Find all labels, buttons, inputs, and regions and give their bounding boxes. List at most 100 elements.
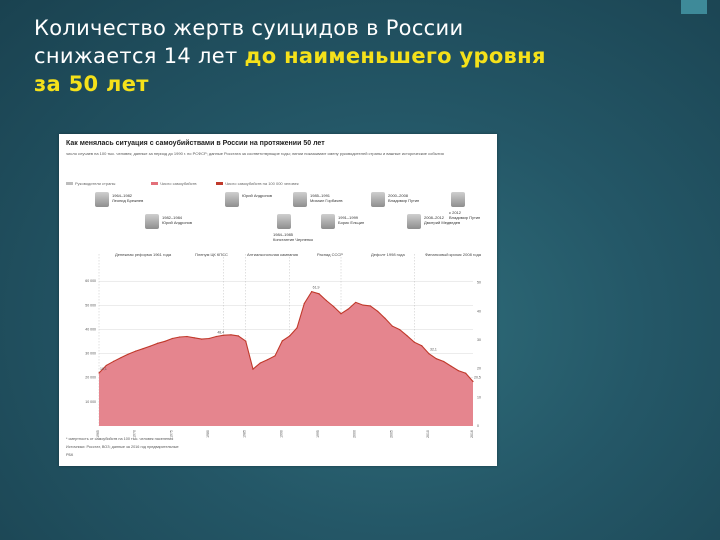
- title-line-3: за 50 лет: [34, 72, 149, 96]
- event-label: Антиалкогольная кампания: [247, 252, 298, 257]
- data-point: [384, 317, 386, 319]
- value-annotation: 32,1: [430, 348, 437, 352]
- y-tick-label: 10 000: [85, 400, 96, 404]
- data-point: [164, 340, 166, 342]
- data-point: [472, 380, 474, 383]
- x-tick-label: 1975: [169, 430, 173, 438]
- leader-photo: [145, 214, 159, 229]
- y-tick-label: 40 000: [85, 327, 96, 331]
- leader-photo: [293, 192, 307, 207]
- data-point: [325, 299, 327, 302]
- data-point: [237, 335, 239, 337]
- data-point: [201, 338, 203, 340]
- title-line-1: Количество жертв суицидов в России: [34, 16, 464, 40]
- data-point: [98, 372, 100, 374]
- data-point: [421, 345, 423, 347]
- y-axis-right: 0 10 20 30 40 50: [477, 281, 481, 428]
- chart-points: [98, 290, 474, 383]
- legend-item-suicides: Число самоубийств: [151, 181, 197, 186]
- data-point: [120, 357, 122, 359]
- data-point: [135, 350, 137, 352]
- event-label: Дефолт 1998 года: [371, 252, 405, 257]
- data-point: [230, 334, 232, 336]
- data-point: [274, 355, 276, 357]
- event-label: Денежная реформа 1961 года: [115, 252, 172, 257]
- value-annotation: 19,1: [100, 367, 107, 371]
- leader-photo: [277, 214, 291, 229]
- x-tick-label: 2005: [389, 430, 393, 438]
- data-point: [252, 368, 254, 370]
- suicide-area-chart: 10 000 20 000 30 000 40 000 50 000 60 000 0 10…: [85, 254, 481, 438]
- y-tick-label: 30: [477, 338, 481, 342]
- data-point: [208, 337, 210, 340]
- event-label: Пленум ЦК КПСС: [195, 252, 228, 257]
- data-point: [142, 348, 144, 350]
- data-point: [289, 335, 291, 337]
- leader-photo: [371, 192, 385, 207]
- x-tick-label: 2000: [353, 430, 357, 438]
- data-point: [391, 325, 393, 327]
- y-tick-label: 30 000: [85, 352, 96, 356]
- leader-photo: [407, 214, 421, 229]
- figure-legend: Руководители страны Число самоубийств Чи…: [66, 181, 486, 189]
- data-point: [450, 365, 452, 367]
- data-point: [377, 310, 379, 312]
- data-point: [443, 360, 445, 363]
- footnote: Источники: Росстат, ВОЗ; данные за 2016 …: [66, 445, 179, 449]
- data-point: [369, 305, 371, 307]
- x-tick-label: 1995: [316, 430, 320, 438]
- data-point: [457, 370, 459, 372]
- y-tick-label: 20 000: [85, 376, 96, 380]
- data-point: [157, 342, 159, 344]
- slide-title: Количество жертв суицидов в России снижа…: [34, 14, 634, 98]
- data-point: [406, 335, 408, 337]
- value-annotation: 61,9: [313, 286, 320, 290]
- data-point: [333, 305, 335, 308]
- data-point: [362, 304, 364, 306]
- data-point: [296, 327, 298, 329]
- x-tick-label: 1985: [243, 430, 247, 438]
- data-point: [245, 340, 247, 342]
- data-point: [465, 372, 467, 374]
- infographic-figure: Как менялась ситуация с самоубийствами в…: [59, 134, 497, 466]
- leader-photo: [95, 192, 109, 207]
- leader-photo: [451, 192, 465, 207]
- data-point: [127, 353, 129, 355]
- data-point: [399, 328, 401, 331]
- data-point: [428, 353, 430, 355]
- data-point: [113, 360, 115, 362]
- y-tick-label: 0: [477, 424, 479, 428]
- y-axis-left: 10 000 20 000 30 000 40 000 50 000 60 000: [85, 279, 96, 404]
- data-point: [223, 334, 225, 336]
- x-tick-label: 1980: [206, 430, 210, 438]
- chart-series-line: [98, 290, 474, 382]
- data-point: [259, 362, 261, 364]
- data-point: [215, 335, 217, 338]
- legend-item-rate: Число самоубийств на 100 000 человек: [216, 181, 299, 186]
- value-annotation: 20,5: [474, 375, 481, 379]
- value-annotation: 48,4: [217, 331, 224, 335]
- data-point: [347, 308, 349, 310]
- data-point: [267, 358, 269, 361]
- footnote: * смертность от самоубийств на 100 тыс. …: [66, 437, 174, 441]
- data-point: [318, 293, 320, 295]
- leader-photo: [225, 192, 239, 207]
- chart-annotations: 61,9 48,4 20,5 32,1 19,1: [100, 286, 481, 380]
- data-point: [186, 335, 188, 338]
- y-tick-label: 10: [477, 395, 481, 399]
- data-point: [303, 302, 305, 305]
- data-point: [435, 358, 437, 360]
- data-point: [413, 341, 415, 343]
- y-tick-label: 40: [477, 309, 481, 313]
- y-tick-label: 60 000: [85, 279, 96, 283]
- data-point: [340, 313, 342, 315]
- x-tick-label: 1990: [279, 430, 283, 438]
- legend-item-leaders: Руководители страны: [66, 181, 115, 186]
- x-tick-label: 2016: [470, 430, 474, 438]
- y-tick-label: 20: [477, 367, 481, 371]
- data-point: [355, 301, 357, 304]
- figure-description: число случаев на 100 тыс. человек; данны…: [66, 151, 444, 156]
- footnote: РБК: [66, 453, 74, 457]
- event-label: Распад СССР: [317, 252, 343, 257]
- title-highlight-text: до наименьшего уровня: [244, 44, 546, 68]
